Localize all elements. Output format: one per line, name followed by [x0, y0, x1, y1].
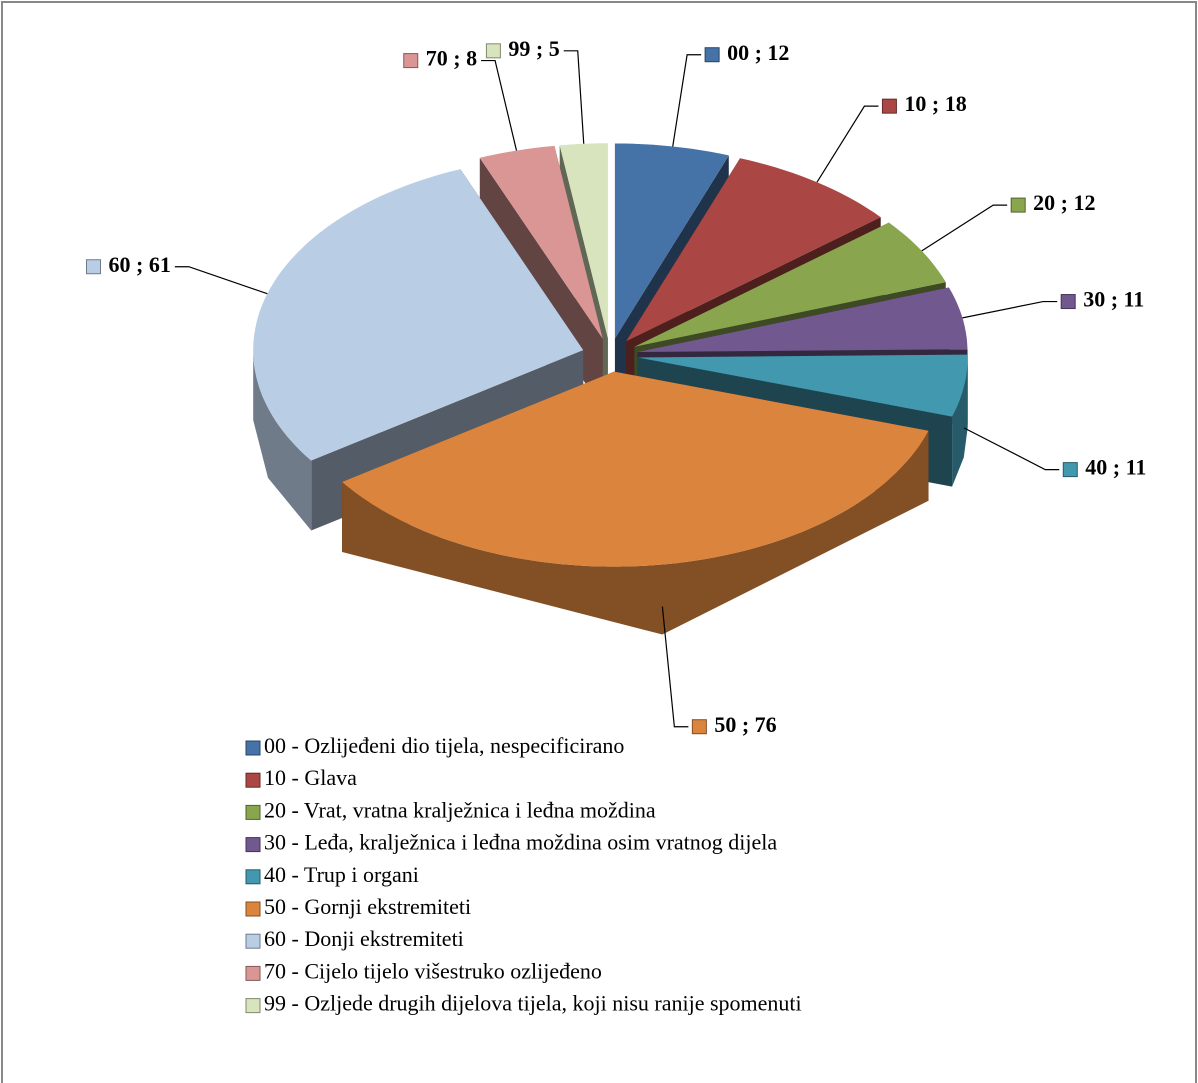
data-label: 60 ; 61 [109, 252, 171, 277]
legend-label: 50 - Gornji ekstremiteti [264, 894, 471, 919]
label-swatch [1060, 294, 1076, 310]
legend-label: 30 - Leđa, kralježnica i leđna moždina o… [264, 830, 777, 855]
data-label: 00 ; 12 [727, 40, 789, 65]
leader-line [963, 427, 1060, 471]
slice-side [342, 430, 929, 635]
data-label: 99 ; 5 [508, 36, 559, 61]
leader-line [816, 105, 879, 183]
leader-line [174, 266, 268, 295]
label-swatch [485, 43, 501, 59]
legend-swatch [245, 965, 261, 981]
legend-label: 40 - Trup i organi [264, 862, 419, 887]
slice [614, 143, 729, 339]
legend-label: 20 - Vrat, vratna kralježnica i leđna mo… [264, 797, 656, 822]
label-swatch [403, 53, 419, 69]
legend-label: 99 - Ozljede drugih dijelova tijela, koj… [264, 991, 802, 1016]
legend-swatch [245, 804, 261, 820]
data-label: 30 ; 11 [1083, 287, 1144, 312]
slice [637, 287, 968, 353]
label-swatch [704, 47, 720, 63]
data-label: 70 ; 8 [426, 46, 477, 71]
legend-swatch [245, 837, 261, 853]
legend-label: 00 - Ozlijeđeni dio tijela, nespecificir… [264, 733, 624, 758]
legend-swatch [245, 869, 261, 885]
slice [253, 169, 584, 461]
slice [342, 371, 929, 567]
leader-line [672, 54, 702, 147]
label-swatch [1062, 462, 1078, 478]
leader-line [962, 300, 1058, 319]
slice [626, 158, 881, 342]
leader-line [481, 59, 518, 151]
legend-swatch [245, 933, 261, 949]
leader-line [921, 204, 1008, 252]
label-swatch [1010, 197, 1026, 213]
legend-label: 60 - Donji ekstremiteti [264, 926, 464, 951]
leader-line [563, 50, 585, 144]
data-label: 20 ; 12 [1033, 190, 1095, 215]
label-swatch [881, 98, 897, 114]
label-swatch [691, 719, 707, 735]
legend-swatch [245, 901, 261, 917]
slice-side [253, 350, 312, 531]
slice [634, 222, 946, 347]
slice [637, 354, 968, 417]
legend-swatch [245, 998, 261, 1014]
data-label: 50 ; 76 [714, 712, 776, 737]
data-label: 40 ; 11 [1085, 455, 1146, 480]
legend-swatch [245, 740, 261, 756]
label-swatch [86, 259, 102, 275]
slice [559, 143, 608, 339]
slice [479, 145, 603, 339]
data-label: 10 ; 18 [904, 91, 966, 116]
pie [253, 143, 968, 635]
legend-label: 70 - Cijelo tijelo višestruko ozlijeđeno [264, 958, 602, 983]
legend-swatch [245, 772, 261, 788]
leader-line [661, 606, 689, 728]
slice-side [952, 357, 968, 487]
legend-label: 10 - Glava [264, 765, 357, 790]
